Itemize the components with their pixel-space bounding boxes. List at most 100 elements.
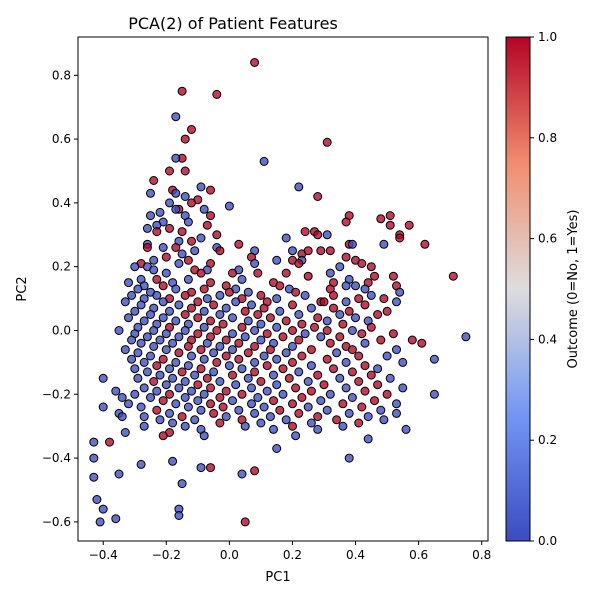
point-outcome-no: [142, 332, 152, 342]
point-outcome-no: [199, 354, 209, 364]
point-outcome-yes: [385, 220, 395, 230]
point-outcome-yes: [360, 300, 370, 310]
point-outcome-yes: [297, 319, 307, 329]
point-outcome-no: [202, 294, 212, 304]
point-outcome-no: [155, 335, 165, 345]
point-outcome-yes: [250, 58, 260, 67]
point-outcome-no: [139, 357, 149, 367]
point-outcome-no: [114, 326, 124, 335]
point-outcome-yes: [329, 290, 338, 300]
x-tick-label: −0.2: [152, 548, 181, 562]
point-outcome-yes: [196, 268, 206, 278]
point-outcome-yes: [366, 322, 376, 332]
point-outcome-yes: [202, 373, 212, 383]
point-outcome-no: [89, 437, 99, 447]
point-outcome-no: [461, 332, 471, 342]
y-tick-label: −0.4: [42, 451, 71, 465]
point-outcome-no: [303, 402, 313, 412]
point-outcome-yes: [291, 287, 301, 297]
point-outcome-yes: [240, 517, 250, 527]
point-outcome-no: [183, 361, 193, 371]
point-outcome-yes: [187, 303, 196, 313]
point-outcome-no: [269, 370, 278, 380]
plot-points: [89, 58, 471, 527]
point-outcome-yes: [196, 345, 206, 355]
point-outcome-yes: [338, 399, 348, 409]
point-outcome-no: [171, 204, 181, 214]
point-outcome-no: [259, 402, 269, 412]
point-outcome-yes: [319, 380, 329, 390]
point-outcome-yes: [152, 361, 162, 371]
point-outcome-no: [247, 300, 256, 310]
point-outcome-no: [149, 341, 159, 351]
point-outcome-yes: [325, 246, 335, 256]
point-outcome-no: [149, 255, 159, 265]
point-outcome-no: [291, 431, 301, 441]
point-outcome-no: [127, 335, 137, 345]
point-outcome-no: [303, 377, 313, 386]
y-tick-label: 0.6: [52, 132, 71, 146]
point-outcome-no: [272, 255, 282, 265]
point-outcome-yes: [206, 278, 215, 288]
y-axis: −0.6 −0.4 −0.2 0.0 0.2 0.4 0.6 0.8: [42, 68, 78, 529]
point-outcome-no: [124, 399, 133, 409]
point-outcome-no: [152, 290, 162, 300]
point-outcome-yes: [240, 306, 250, 316]
point-outcome-no: [281, 233, 291, 243]
point-outcome-no: [228, 313, 237, 323]
point-outcome-no: [158, 243, 168, 252]
point-outcome-no: [193, 396, 203, 406]
point-outcome-no: [117, 412, 127, 422]
point-outcome-no: [429, 389, 439, 399]
point-outcome-no: [180, 377, 190, 386]
x-axis: −0.4 −0.2 0.0 0.2 0.4 0.6 0.8: [89, 541, 491, 562]
point-outcome-yes: [297, 351, 307, 361]
point-outcome-no: [180, 393, 190, 402]
point-outcome-no: [237, 469, 247, 479]
point-outcome-no: [196, 182, 206, 192]
point-outcome-no: [366, 290, 376, 300]
point-outcome-yes: [407, 335, 417, 345]
point-outcome-no: [155, 370, 165, 380]
point-outcome-yes: [206, 211, 215, 221]
point-outcome-no: [171, 112, 181, 122]
point-outcome-yes: [224, 287, 234, 297]
point-outcome-yes: [288, 399, 297, 409]
colorbar: [505, 36, 531, 542]
point-outcome-no: [136, 300, 146, 310]
point-outcome-yes: [420, 239, 430, 249]
point-outcome-yes: [218, 319, 228, 329]
point-outcome-no: [124, 313, 133, 323]
point-outcome-yes: [187, 236, 196, 246]
point-outcome-no: [136, 459, 146, 469]
point-outcome-yes: [379, 294, 389, 304]
point-outcome-no: [250, 408, 260, 418]
point-outcome-no: [401, 424, 411, 434]
point-outcome-yes: [366, 262, 376, 272]
point-outcome-no: [187, 351, 196, 361]
point-outcome-yes: [448, 271, 458, 281]
point-outcome-yes: [165, 389, 174, 399]
point-outcome-no: [234, 405, 244, 415]
point-outcome-yes: [206, 185, 215, 195]
point-outcome-no: [363, 434, 373, 444]
x-tick-label: 0.6: [409, 548, 428, 562]
point-outcome-no: [237, 364, 247, 374]
colorbar-tick-label: 0.6: [538, 232, 557, 246]
point-outcome-no: [171, 153, 181, 163]
point-outcome-no: [168, 373, 178, 383]
point-outcome-yes: [281, 268, 291, 278]
point-outcome-no: [168, 418, 178, 428]
point-outcome-no: [360, 338, 370, 348]
point-outcome-yes: [256, 290, 266, 300]
point-outcome-no: [177, 479, 187, 489]
colorbar-tick-label: 0.2: [538, 433, 557, 447]
point-outcome-yes: [284, 373, 294, 383]
point-outcome-no: [142, 367, 152, 377]
point-outcome-no: [250, 259, 260, 268]
point-outcome-yes: [215, 246, 225, 256]
point-outcome-no: [171, 399, 181, 409]
point-outcome-no: [168, 338, 178, 348]
point-outcome-no: [306, 361, 316, 371]
point-outcome-yes: [373, 380, 383, 390]
